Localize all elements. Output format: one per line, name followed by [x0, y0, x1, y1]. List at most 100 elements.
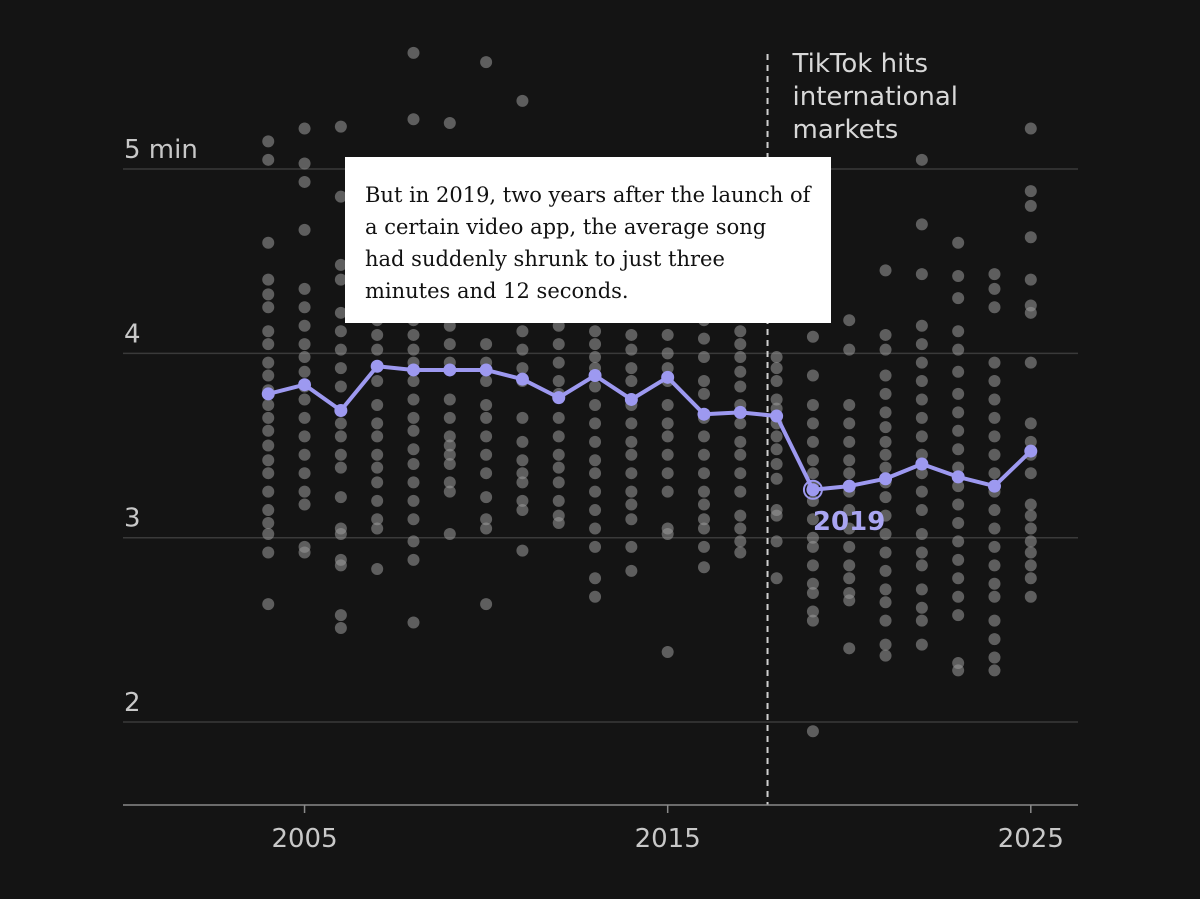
song-dot-2006-18 [334, 609, 347, 622]
song-dot-2004-3 [262, 273, 275, 286]
highlight-label: 2019 [813, 507, 885, 537]
song-dot-2010-13 [480, 598, 493, 611]
song-dot-2024-14 [988, 559, 1001, 572]
song-dot-2006-5 [334, 325, 347, 338]
song-dot-2021-18 [879, 614, 892, 627]
song-dot-2011-11 [516, 494, 529, 507]
song-dot-2015-7 [661, 430, 674, 443]
song-dot-2018-14 [770, 572, 783, 585]
song-dot-2021-15 [879, 564, 892, 577]
song-dot-2010-12 [480, 522, 493, 535]
song-dot-2022-4 [915, 338, 928, 351]
song-dot-2022-18 [915, 601, 928, 614]
song-dot-2010-2 [480, 338, 493, 351]
song-dot-2023-8 [952, 424, 965, 437]
average-point-2017 [733, 405, 747, 419]
song-dot-2023-10 [952, 461, 965, 474]
song-dot-2006-1 [334, 190, 347, 203]
x-tick-label-1: 2015 [635, 824, 701, 854]
song-dot-2013-4 [589, 351, 602, 364]
song-dot-2021-0 [879, 264, 892, 277]
song-dot-2011-0 [516, 94, 529, 107]
song-dot-2017-4 [734, 351, 747, 364]
song-dot-2008-1 [407, 113, 420, 126]
song-dot-2023-0 [952, 236, 965, 249]
y-tick-label-3: 5 min [124, 135, 198, 165]
song-dot-2008-11 [407, 443, 420, 456]
song-dot-2022-16 [915, 559, 928, 572]
average-line-path [267, 364, 1033, 492]
song-dot-2024-6 [988, 411, 1001, 424]
song-dot-2011-9 [516, 467, 529, 480]
song-dot-2019-17 [806, 725, 819, 738]
song-dot-2008-0 [407, 46, 420, 59]
song-dot-2023-14 [952, 535, 965, 548]
song-dot-2012-2 [552, 338, 565, 351]
song-dot-2016-9 [697, 467, 710, 480]
song-dot-2023-17 [952, 590, 965, 603]
song-dot-2019-0 [806, 330, 819, 343]
song-dot-2021-8 [879, 448, 892, 461]
song-dot-2007-3 [371, 343, 384, 356]
average-point-2018 [770, 409, 784, 423]
song-dot-2017-6 [734, 380, 747, 393]
average-point-2021 [879, 472, 893, 486]
song-dot-2023-7 [952, 406, 965, 419]
song-dot-2025-17 [1024, 559, 1037, 572]
reference-label-line-0: TikTok hits [792, 49, 929, 79]
song-dot-2011-12 [516, 504, 529, 517]
song-dot-2021-7 [879, 435, 892, 448]
song-dot-2008-7 [407, 375, 420, 388]
song-dot-2016-13 [697, 522, 710, 535]
song-dot-2020-9 [843, 522, 856, 535]
song-dot-2022-13 [915, 504, 928, 517]
song-dot-2016-4 [697, 375, 710, 388]
song-dot-2025-15 [1024, 535, 1037, 548]
song-dot-2009-12 [443, 485, 456, 498]
song-dot-2013-17 [589, 590, 602, 603]
song-dot-2007-9 [371, 461, 384, 474]
song-dot-2020-0 [843, 314, 856, 327]
song-dot-2021-16 [879, 583, 892, 596]
song-dot-2015-10 [661, 485, 674, 498]
song-dot-2019-11 [806, 540, 819, 553]
song-dot-2012-13 [552, 516, 565, 529]
song-dot-2004-16 [262, 467, 275, 480]
average-point-2007 [370, 359, 384, 373]
song-dot-2018-12 [770, 509, 783, 522]
song-dot-2007-10 [371, 476, 384, 489]
song-dot-2022-15 [915, 546, 928, 559]
song-dot-2009-0 [443, 116, 456, 129]
song-dot-2007-6 [371, 417, 384, 430]
song-dot-2014-8 [625, 435, 638, 448]
song-dot-2013-14 [589, 522, 602, 535]
song-dot-2019-2 [806, 398, 819, 411]
song-dot-2015-13 [661, 646, 674, 658]
song-dot-2023-3 [952, 325, 965, 338]
song-dot-2014-14 [625, 540, 638, 553]
song-dot-2021-11 [879, 491, 892, 504]
song-dot-2022-6 [915, 375, 928, 388]
song-dot-2004-9 [262, 369, 275, 382]
x-tick-label-2: 2025 [998, 824, 1064, 854]
song-dot-2022-14 [915, 528, 928, 541]
song-dot-2013-13 [589, 504, 602, 517]
song-dot-2010-9 [480, 467, 493, 480]
song-dot-2014-5 [625, 375, 638, 388]
song-dot-2007-7 [371, 430, 384, 443]
song-dot-2024-15 [988, 577, 1001, 590]
song-dot-2018-7 [770, 430, 783, 443]
song-dot-2024-0 [988, 268, 1001, 281]
song-dot-2011-13 [516, 544, 529, 557]
song-dot-2018-2 [770, 362, 783, 375]
y-tick-label-2: 4 [124, 319, 141, 349]
song-dot-2017-16 [734, 546, 747, 559]
song-dot-2014-4 [625, 362, 638, 375]
song-dot-2006-9 [334, 417, 347, 430]
song-dot-2006-15 [334, 528, 347, 541]
song-dot-2011-3 [516, 343, 529, 356]
song-dot-2025-1 [1024, 185, 1037, 198]
reference-label-line-1: international [793, 82, 959, 112]
song-dot-2005-4 [298, 282, 311, 295]
